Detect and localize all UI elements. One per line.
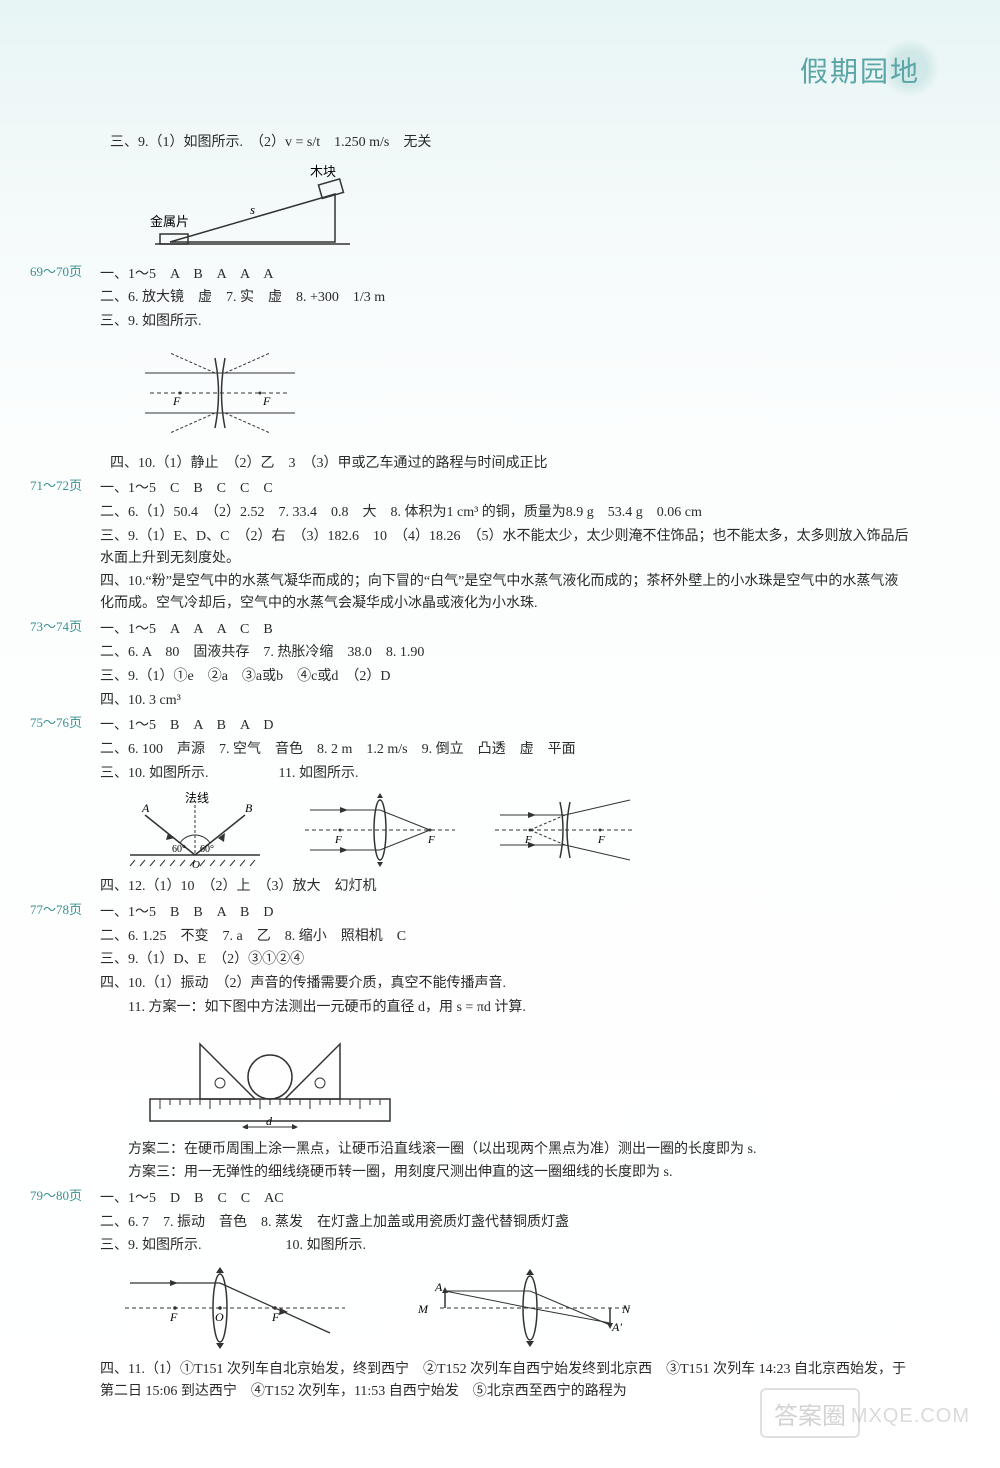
svg-text:N: N [621, 1302, 631, 1316]
svg-text:F: F [262, 394, 271, 408]
svg-text:O: O [192, 859, 200, 870]
page-range-label: 73～74页 [30, 617, 100, 637]
answer-line: 一、1～5 B A B A D [100, 715, 910, 737]
svg-text:60°: 60° [200, 844, 214, 855]
answer-line: 四、10. 3 cm³ [100, 690, 910, 712]
answer-line: 三、9.（1）D、E （2）③①②④ [100, 949, 910, 971]
answer-line: 二、6. 放大镜 虚 7. 实 虚 8. +300 1/3 m [100, 287, 910, 309]
page-range-label: 77～78页 [30, 900, 100, 920]
svg-text:d: d [266, 1114, 273, 1128]
answer-line: 二、6. A 80 固液共存 7. 热胀冷缩 38.0 8. 1.90 [100, 642, 910, 664]
page-range-label: 71～72页 [30, 476, 100, 496]
page-range-label: 69～70页 [30, 262, 100, 282]
answer-line: 一、1～5 D B C C AC [100, 1188, 910, 1210]
answer-line: 方案二：在硬币周围上涂一黑点，让硬币沿直线滚一圈（以出现两个黑点为准）测出一圈的… [100, 1139, 910, 1161]
svg-text:A: A [141, 801, 150, 815]
answer-line: 二、6. 1.25 不变 7. a 乙 8. 缩小 照相机 C [100, 926, 910, 948]
svg-text:F: F [271, 1310, 280, 1324]
svg-text:F: F [524, 834, 532, 846]
svg-text:s: s [250, 202, 255, 217]
svg-text:M: M [417, 1302, 429, 1316]
svg-text:F: F [334, 834, 342, 846]
svg-text:B: B [245, 801, 253, 815]
answer-line: 四、10.（1）静止 （2）乙 3 （3）甲或乙车通过的路程与时间成正比 [110, 453, 910, 475]
label-block: 木块 [310, 164, 336, 179]
svg-text:F: F [169, 1310, 178, 1324]
site-watermark: MXQE.COM [851, 1405, 970, 1428]
diagram-incline: 木块 s 金属片 [150, 164, 370, 254]
answer-line: 三、9.（1）E、D、C （2）右 （3）182.6 10 （4）18.26 （… [100, 526, 910, 569]
page-range-label: 79～80页 [30, 1186, 100, 1206]
svg-text:O: O [215, 1310, 224, 1324]
answer-stamp: 答案圈 [760, 1388, 860, 1438]
answer-line: 二、6. 7 7. 振动 音色 8. 蒸发 在灯盏上加盖或用瓷质灯盏代替铜质灯盏 [100, 1212, 910, 1234]
answer-line: 三、9.（1）如图所示. （2）v = s/t 1.250 m/s 无关 [110, 132, 910, 154]
answer-line: 四、10.“粉”是空气中的水蒸气凝华而成的；向下冒的“白气”是空气中水蒸气液化而… [100, 571, 910, 614]
answer-line: 四、10.（1）振动 （2）声音的传播需要介质，真空不能传播声音. [100, 973, 910, 995]
answer-line: 三、10. 如图所示. 11. 如图所示. [100, 763, 910, 785]
answer-line: 三、9. 如图所示. 10. 如图所示. [100, 1235, 910, 1257]
svg-text:F: F [172, 394, 181, 408]
answer-line: 11. 方案一：如下图中方法测出一元硬币的直径 d，用 s = πd 计算. [100, 997, 910, 1019]
answer-line: 一、1～5 A A A C B [100, 619, 910, 641]
answer-line: 二、6. 100 声源 7. 空气 音色 8. 2 m 1.2 m/s 9. 倒… [100, 739, 910, 761]
answer-line: 一、1～5 B B A B D [100, 902, 910, 924]
diagram-concave-lens: F F [140, 343, 300, 443]
answer-line: 二、6.（1）50.4 （2）2.52 7. 33.4 0.8 大 8. 体积为… [100, 502, 910, 524]
svg-text:A: A [434, 1280, 443, 1294]
svg-text:A': A' [611, 1320, 622, 1334]
answer-line: 四、12.（1）10 （2）上 （3）放大 幻灯机 [100, 876, 910, 898]
answer-line: 方案三：用一无弹性的细线绕硬币转一圈，用刻度尺测出伸直的这一圈细线的长度即为 s… [100, 1162, 910, 1184]
svg-text:F: F [427, 834, 435, 846]
answer-line: 一、1～5 A B A A A [100, 264, 910, 286]
answer-line: 一、1～5 C B C C C [100, 478, 910, 500]
svg-text:F: F [597, 834, 605, 846]
answer-content: 三、9.（1）如图所示. （2）v = s/t 1.250 m/s 无关 木块 … [110, 130, 910, 1404]
svg-text:60°: 60° [172, 844, 186, 855]
diagram-two-optics: F O F A M [120, 1263, 910, 1353]
page-range-label: 75～76页 [30, 713, 100, 733]
answer-line: 三、9. 如图所示. [100, 311, 910, 333]
svg-text:法线: 法线 [185, 791, 209, 805]
header-title: 假期园地 [800, 50, 920, 90]
diagram-three-optics: 法线 A [120, 790, 910, 870]
answer-line: 三、9.（1）①e ②a ③a或b ④c或d （2）D [100, 666, 910, 688]
diagram-ruler-coin: d [140, 1029, 400, 1129]
svg-text:金属片: 金属片 [150, 214, 189, 229]
